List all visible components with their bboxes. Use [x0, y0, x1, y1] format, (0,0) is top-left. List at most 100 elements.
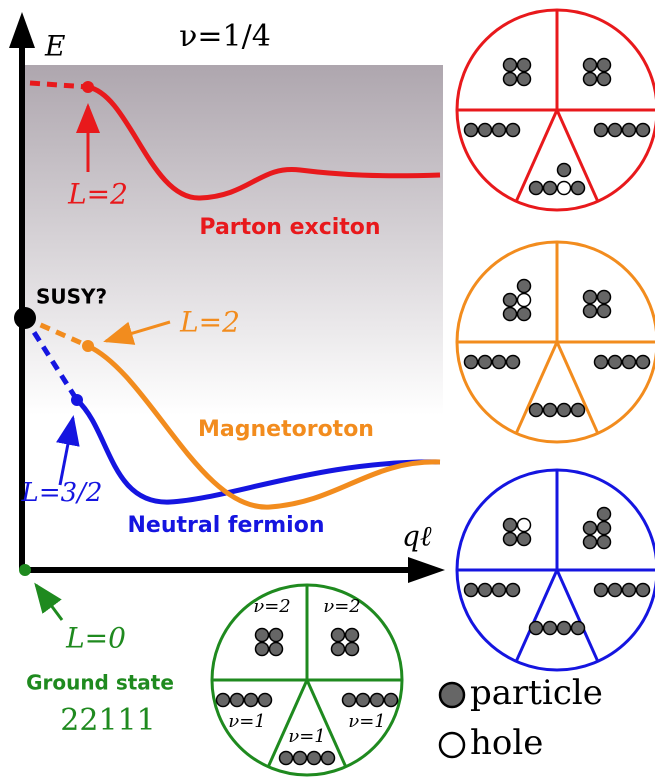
divider	[557, 570, 598, 661]
curve-label: Neutral fermion	[128, 513, 325, 538]
particle	[584, 522, 597, 535]
particle	[493, 124, 506, 137]
particle	[530, 404, 543, 417]
particle	[504, 519, 517, 532]
particle	[479, 356, 492, 369]
point	[19, 564, 31, 576]
particle	[245, 694, 258, 707]
particle	[357, 694, 370, 707]
particle	[623, 584, 636, 597]
momentum-label: L=3/2	[21, 478, 103, 508]
particle	[584, 291, 597, 304]
particle	[479, 584, 492, 597]
divider	[516, 342, 557, 433]
divider	[557, 342, 598, 433]
particle	[294, 752, 307, 765]
particle	[465, 584, 478, 597]
particle	[507, 124, 520, 137]
particle	[598, 59, 611, 72]
y-label: E	[44, 30, 65, 63]
arrow	[60, 418, 73, 485]
curve-label: Magnetoroton	[198, 417, 374, 442]
particle	[504, 59, 517, 72]
ground-state-pattern: 22111	[60, 703, 155, 738]
particle	[595, 584, 608, 597]
particle	[518, 280, 531, 293]
point	[71, 394, 83, 406]
particle	[637, 124, 650, 137]
particle	[598, 305, 611, 318]
title: ν=1/4	[179, 19, 271, 54]
particle	[479, 124, 492, 137]
legend-hole-dot	[440, 733, 464, 757]
particle	[493, 584, 506, 597]
particle	[256, 643, 269, 656]
point	[82, 340, 94, 352]
particle	[544, 182, 557, 195]
hole	[518, 294, 531, 307]
susy-point	[14, 307, 36, 329]
particle	[518, 308, 531, 321]
particle	[572, 404, 585, 417]
momentum-label: L=2	[179, 306, 240, 339]
arrow	[36, 585, 62, 620]
particle	[558, 164, 571, 177]
particle	[598, 508, 611, 521]
particle	[332, 643, 345, 656]
legend-particle-dot	[440, 683, 464, 707]
particle	[332, 629, 345, 642]
particle	[584, 59, 597, 72]
particle	[530, 622, 543, 635]
hole	[558, 182, 571, 195]
particle	[558, 404, 571, 417]
particle	[598, 73, 611, 86]
particle	[518, 59, 531, 72]
particle	[231, 694, 244, 707]
legend-label: particle	[470, 673, 603, 713]
particle	[609, 124, 622, 137]
particle	[504, 73, 517, 86]
particle	[256, 629, 269, 642]
particle	[343, 694, 356, 707]
particle	[623, 124, 636, 137]
particle	[572, 622, 585, 635]
particle	[518, 73, 531, 86]
particle	[598, 522, 611, 535]
figure: E qℓ ν=1/4 L=2 Parton exciton SUSY? L=2 …	[0, 0, 655, 777]
divider	[516, 570, 557, 661]
filling-label: ν=2	[253, 596, 290, 617]
particle	[259, 694, 272, 707]
particle	[504, 294, 517, 307]
particle	[507, 584, 520, 597]
particle	[544, 622, 557, 635]
particle	[609, 584, 622, 597]
particle	[493, 356, 506, 369]
particle	[308, 752, 321, 765]
particle	[322, 752, 335, 765]
filling-label: ν=1	[288, 726, 325, 747]
particle	[504, 308, 517, 321]
particle	[598, 536, 611, 549]
particle	[558, 622, 571, 635]
x-arrow	[408, 557, 445, 583]
particle	[584, 305, 597, 318]
hole	[518, 519, 531, 532]
filling-label: ν=1	[228, 711, 265, 732]
particle	[572, 182, 585, 195]
particle	[598, 291, 611, 304]
particle	[595, 124, 608, 137]
y-arrow	[9, 12, 35, 48]
particle	[623, 356, 636, 369]
particle	[584, 73, 597, 86]
particle	[346, 643, 359, 656]
particle	[217, 694, 230, 707]
particle	[507, 356, 520, 369]
particle	[280, 752, 293, 765]
particle	[270, 629, 283, 642]
momentum-label: L=0	[65, 622, 126, 655]
filling-label: ν=2	[323, 596, 360, 617]
curve	[77, 400, 440, 502]
legend-label: hole	[470, 723, 543, 763]
filling-label: ν=1	[348, 711, 385, 732]
particle	[595, 356, 608, 369]
